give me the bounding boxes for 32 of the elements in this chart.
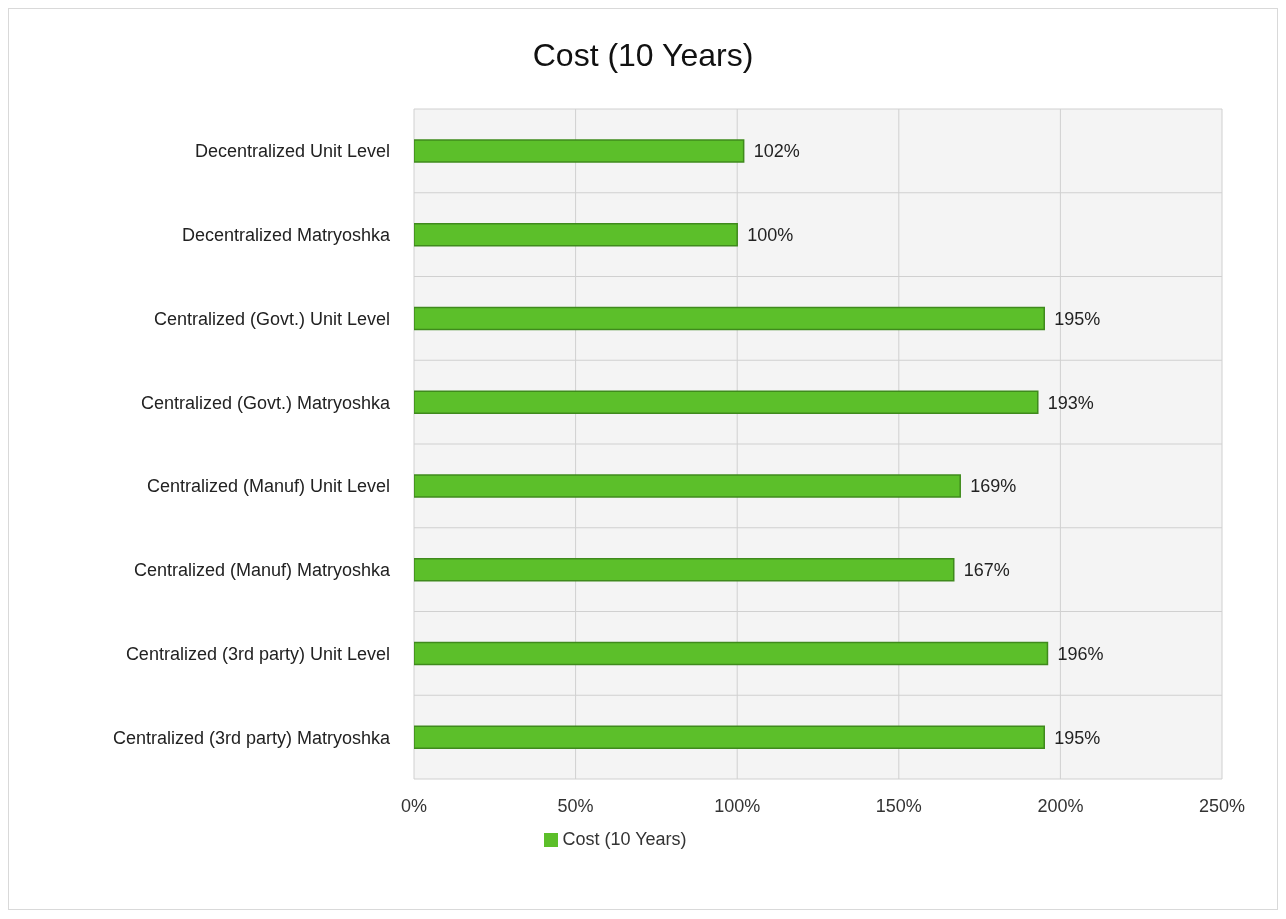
data-label: 169%: [970, 476, 1017, 497]
x-tick-label: 150%: [875, 795, 922, 816]
y-tick-label: Decentralized Matryoshka: [181, 225, 391, 246]
bar: [414, 725, 1045, 749]
bar: [414, 641, 1049, 666]
bar: [414, 390, 1039, 414]
x-tick-label: 250%: [1198, 795, 1246, 816]
y-tick-label: Centralized (3rd party) Unit Level: [125, 643, 390, 664]
bar: [414, 223, 738, 247]
y-tick-label: Centralized (Manuf) Matryoshka: [133, 560, 391, 581]
data-label: 167%: [963, 560, 1010, 581]
x-tick-label: 0%: [400, 795, 428, 816]
bar: [414, 474, 961, 498]
chart-title: Cost (10 Years): [531, 37, 755, 74]
y-tick-label: Centralized (Govt.) Matryoshka: [140, 392, 391, 413]
x-tick-label: 100%: [714, 795, 761, 816]
data-label: 100%: [747, 225, 794, 246]
y-tick-label: Decentralized Unit Level: [194, 141, 390, 162]
y-tick-label: Centralized (Govt.) Unit Level: [153, 308, 390, 329]
x-tick-label: 50%: [557, 795, 594, 816]
y-tick-label: Centralized (3rd party) Matryoshka: [112, 727, 391, 748]
data-label: 193%: [1047, 392, 1094, 413]
bar: [414, 306, 1045, 331]
data-label: 196%: [1057, 643, 1104, 664]
data-label: 195%: [1054, 308, 1101, 329]
bar: [414, 139, 745, 163]
data-label: 195%: [1054, 727, 1101, 748]
legend-label: Cost (10 Years): [562, 829, 687, 849]
y-tick-label: Centralized (Manuf) Unit Level: [146, 476, 390, 497]
bar: [414, 558, 955, 582]
data-label: 102%: [753, 141, 800, 162]
x-tick-label: 200%: [1037, 795, 1084, 816]
